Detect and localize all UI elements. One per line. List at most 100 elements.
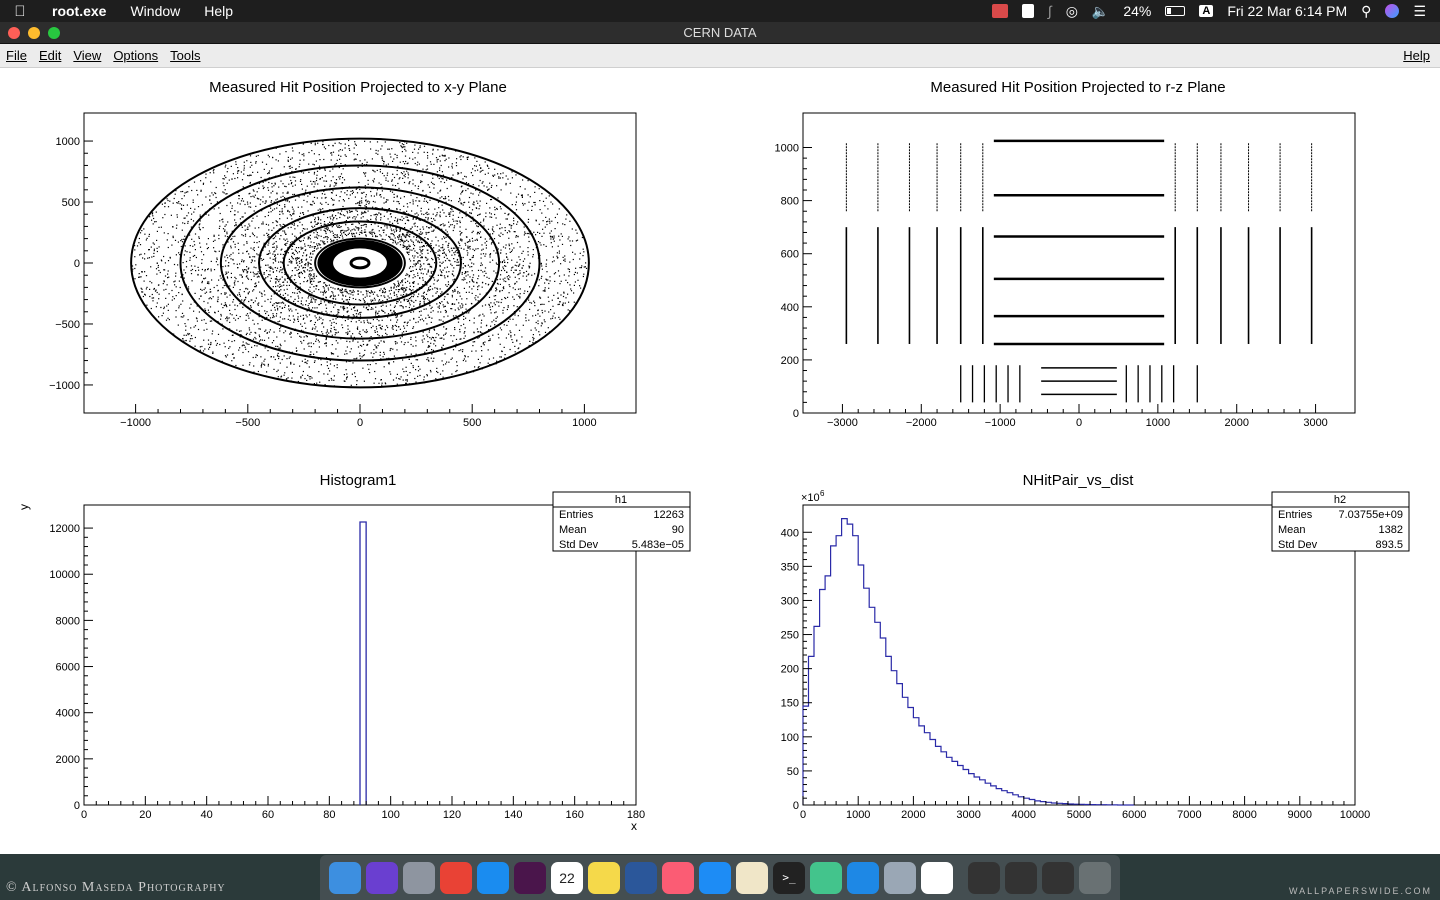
xy-point [421,232,424,234]
xy-point [185,191,187,193]
xy-point [519,297,521,299]
xy-point [544,310,546,312]
xy-point [308,289,310,291]
xy-point [304,249,306,252]
xy-point [222,307,224,309]
xy-point [165,288,167,290]
xy-point [399,337,401,339]
xy-point [203,300,205,303]
xy-point [362,367,364,369]
volume-icon[interactable]: 🔈 [1091,2,1110,19]
screen-record-icon[interactable] [991,4,1008,18]
xy-point [422,284,424,286]
xy-point [283,355,285,357]
bluetooth-icon[interactable]: ∫ [1047,3,1052,19]
xy-point [268,156,270,158]
xy-point [319,178,321,180]
xy-point [383,310,385,312]
xy-point [420,207,422,209]
battery-icon[interactable] [1165,6,1186,16]
xy-point [333,185,335,187]
xy-point [263,339,266,341]
siri-menubar-icon[interactable] [1385,4,1400,18]
xy-point [494,174,496,176]
root-canvas[interactable]: Measured Hit Position Projected to x-y P… [0,68,1440,854]
xy-point [444,160,446,162]
xy-point [365,235,367,237]
menubar-help[interactable]: Help [204,3,234,19]
xy-point [230,272,232,274]
spotlight-icon[interactable]: ⚲ [1361,2,1372,19]
xy-point [266,232,268,234]
input-source-icon[interactable]: A [1199,5,1214,17]
xy-point [209,195,211,197]
xy-point [298,297,300,299]
xy-point [363,172,365,174]
xy-point [253,196,255,198]
xy-point [423,308,425,310]
xy-point [444,224,446,226]
xy-point [383,341,385,343]
xy-point [203,277,205,280]
xy-point [519,270,521,272]
menu-edit[interactable]: Edit [38,48,62,63]
xy-point [375,310,377,312]
xy-point [399,161,401,163]
xy-point [373,349,375,351]
xy-point [235,222,237,224]
minimize-button[interactable] [28,27,40,39]
xy-point [197,266,199,268]
xy-point [556,252,558,254]
zoom-button[interactable] [48,27,60,39]
xy-point [305,304,307,306]
xy-point [532,336,534,339]
xy-point [487,172,489,174]
xy-point [474,170,476,172]
xy-point [443,326,445,328]
xy-point [381,156,383,158]
menu-view[interactable]: View [73,48,102,63]
xy-point [325,285,327,287]
menu-help[interactable]: Help [1403,48,1430,63]
xy-point [410,353,412,355]
xy-point [324,289,326,291]
xy-point [480,253,482,255]
menubar-window[interactable]: Window [130,3,181,19]
apple-icon[interactable]:  [0,3,40,20]
xy-point [477,331,479,333]
close-button[interactable] [8,27,20,39]
xy-point [409,372,411,374]
tiles-icon[interactable] [1021,4,1034,18]
xy-point [359,313,361,315]
xy-point [318,316,321,318]
xy-point [378,324,380,326]
xy-point [361,192,364,194]
menubar-app-name[interactable]: root.exe [52,3,107,19]
battery-percent[interactable]: 24% [1123,3,1152,19]
xy-point [459,244,461,247]
xy-point [410,338,412,340]
xy-point [402,211,404,213]
xy-point [417,241,419,243]
xy-point [506,232,508,234]
xy-point [406,232,408,234]
xy-point [439,197,441,199]
xy-point [204,310,207,312]
xy-point [535,234,537,236]
clock[interactable]: Fri 22 Mar 6:14 PM [1227,3,1348,19]
xy-point [255,162,257,164]
menu-tools[interactable]: Tools [170,48,201,63]
xy-point [256,236,258,238]
xy-point [301,297,303,299]
menu-options[interactable]: Options [113,48,159,63]
window-titlebar[interactable]: CERN DATA [0,22,1440,44]
xy-point [294,267,296,269]
xy-point [533,300,535,302]
notification-center-icon[interactable]: ☰ [1413,2,1426,19]
xy-point [519,343,521,345]
menu-file[interactable]: File [6,48,27,63]
xy-point [240,224,243,226]
xy-point [302,172,305,174]
xy-point [141,271,143,273]
airplay-icon[interactable]: ◎ [1065,2,1078,19]
